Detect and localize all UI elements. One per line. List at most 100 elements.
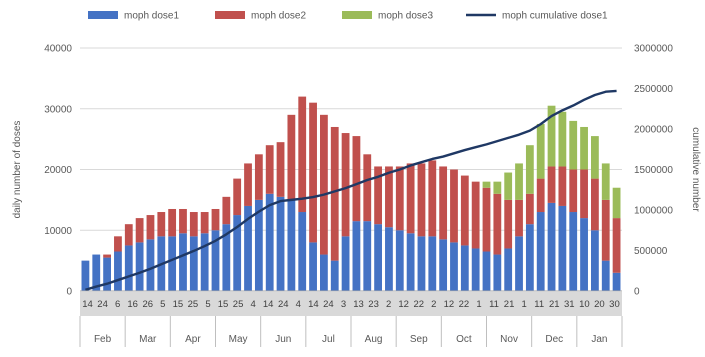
bar-moph-dose2: [450, 169, 458, 243]
bar-moph-dose1: [309, 242, 317, 291]
bar-moph-dose2: [385, 166, 393, 228]
bar-moph-dose1: [439, 239, 448, 291]
bar-moph-dose1: [211, 230, 220, 291]
bar-moph-dose1: [482, 251, 491, 291]
bar-moph-dose2: [124, 224, 133, 246]
bar-moph-dose1: [135, 242, 144, 291]
month-label: Jun: [275, 334, 291, 345]
month-label: Apr: [185, 334, 201, 345]
x-tick-label: 24: [278, 299, 289, 310]
x-tick-label: 24: [97, 299, 108, 310]
bar-moph-dose1: [612, 272, 621, 291]
y-left-tick-label: 10000: [44, 226, 72, 237]
x-tick-label: 10: [579, 299, 590, 310]
bar-moph-dose2: [439, 166, 448, 240]
y-right-axis-title: cumulative number: [690, 127, 701, 212]
month-label: Sep: [410, 334, 428, 345]
bar-moph-dose1: [417, 236, 426, 291]
bar-moph-dose2: [374, 166, 382, 225]
legend-label: moph dose1: [124, 11, 179, 22]
bar-moph-dose1: [363, 221, 372, 291]
bar-moph-dose3: [601, 163, 610, 200]
bar-moph-dose1: [103, 257, 111, 291]
x-tick-label: 13: [353, 299, 364, 310]
bar-moph-dose1: [395, 230, 404, 291]
bar-moph-dose2: [179, 208, 187, 234]
bar-moph-dose2: [612, 218, 621, 273]
bar-moph-dose1: [200, 233, 209, 291]
bar-moph-dose2: [460, 175, 469, 246]
bar-moph-dose2: [222, 196, 231, 225]
bar-moph-dose1: [233, 215, 242, 291]
y-left-axis-title: daily number of doses: [12, 121, 23, 219]
bar-moph-dose1: [450, 242, 458, 291]
bar-moph-dose1: [146, 239, 155, 291]
bar-moph-dose2: [558, 166, 567, 206]
bar-moph-dose3: [515, 163, 523, 200]
bar-moph-dose3: [591, 136, 599, 179]
bar-moph-dose2: [395, 166, 404, 231]
bar-moph-dose1: [330, 260, 339, 292]
x-tick-label: 21: [549, 299, 560, 310]
x-tick-label: 25: [188, 299, 199, 310]
month-label: Oct: [456, 334, 472, 345]
x-tick-label: 5: [205, 299, 210, 310]
y-left-tick-label: 0: [66, 287, 72, 298]
bar-moph-dose2: [352, 136, 361, 222]
x-tick-label: 15: [173, 299, 184, 310]
bar-moph-dose2: [417, 163, 426, 237]
x-tick-label: 30: [609, 299, 620, 310]
bar-moph-dose1: [265, 193, 274, 291]
bar-moph-dose1: [320, 254, 328, 291]
bar-moph-dose2: [569, 169, 578, 213]
bar-moph-dose1: [244, 205, 252, 291]
bar-moph-dose2: [591, 178, 599, 231]
bar-moph-dose1: [569, 212, 578, 291]
bar-moph-dose2: [601, 199, 610, 261]
bar-moph-dose2: [536, 178, 545, 213]
bar-moph-dose1: [287, 199, 296, 292]
x-tick-label: 24: [323, 299, 334, 310]
bar-moph-dose2: [200, 212, 209, 234]
bar-moph-dose1: [179, 233, 187, 291]
month-label: Dec: [545, 334, 563, 345]
month-label: May: [229, 334, 248, 345]
bar-moph-dose1: [276, 196, 285, 291]
y-right-tick-label: 0: [634, 287, 640, 298]
bar-moph-dose2: [330, 126, 339, 261]
bar-moph-dose1: [504, 248, 513, 291]
x-tick-label: 22: [413, 299, 424, 310]
bar-moph-dose1: [460, 245, 469, 291]
bar-moph-dose1: [374, 224, 382, 291]
bar-moph-dose2: [146, 215, 155, 240]
x-tick-label: 14: [308, 299, 319, 310]
legend: moph dose1 moph dose2 moph dose3 moph cumul…: [88, 11, 608, 22]
bar-moph-dose2: [244, 163, 252, 206]
y-right-tick-label: 2500000: [634, 84, 673, 95]
bar-moph-dose2: [504, 199, 513, 249]
bar-moph-dose2: [493, 193, 502, 255]
month-label: Nov: [500, 334, 518, 345]
legend-label: moph dose2: [251, 11, 306, 22]
bar-moph-dose2: [189, 212, 198, 237]
x-tick-label: 5: [160, 299, 165, 310]
x-tick-label: 14: [82, 299, 93, 310]
bar-moph-dose1: [222, 224, 231, 291]
x-tick-label: 14: [263, 299, 274, 310]
bar-moph-dose2: [309, 102, 317, 243]
bar-moph-dose1: [92, 254, 101, 291]
x-axis-band: [80, 292, 622, 316]
bar-moph-dose1: [352, 221, 361, 291]
bar-moph-dose2: [265, 145, 274, 194]
bar-moph-dose1: [558, 205, 567, 291]
x-tick-label: 31: [564, 299, 575, 310]
bar-moph-dose1: [525, 224, 534, 291]
month-label: Feb: [94, 334, 112, 345]
bar-moph-dose2: [254, 154, 263, 200]
bar-moph-dose1: [591, 230, 599, 291]
bar-moph-dose2: [233, 178, 242, 216]
bar-moph-dose1: [580, 218, 588, 291]
y-right-tick-label: 1500000: [634, 165, 673, 176]
bar-moph-dose1: [254, 199, 263, 292]
